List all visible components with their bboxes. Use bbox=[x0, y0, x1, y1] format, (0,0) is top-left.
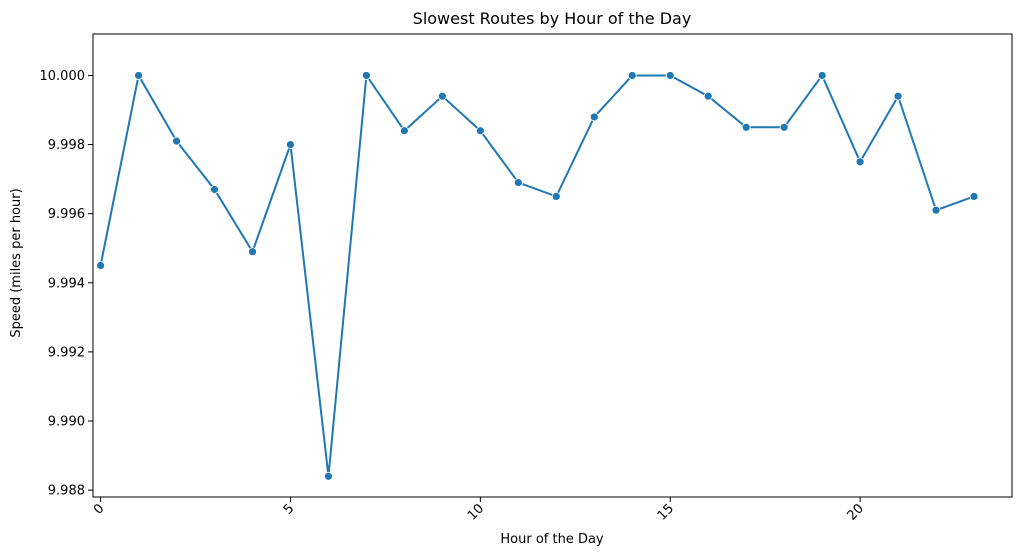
x-tick-label: 15 bbox=[655, 501, 677, 523]
x-tick-label: 5 bbox=[281, 501, 297, 517]
data-point bbox=[134, 71, 143, 80]
data-point bbox=[286, 140, 295, 149]
plot-area: 9.988 9.990 9.992 9.994 9.996 9.998 10.000 0 5 10… bbox=[40, 33, 1013, 524]
data-point bbox=[703, 91, 713, 101]
plot-frame bbox=[92, 33, 1013, 498]
data-point bbox=[589, 112, 599, 122]
data-point bbox=[399, 126, 409, 136]
y-tick-label: 9.998 bbox=[48, 138, 85, 153]
data-point bbox=[665, 71, 675, 80]
data-point bbox=[362, 71, 371, 80]
data-point bbox=[324, 471, 333, 481]
y-tick-label: 9.988 bbox=[48, 484, 85, 499]
data-point bbox=[817, 71, 827, 80]
data-point bbox=[931, 205, 941, 215]
x-axis-label: Hour of the Day bbox=[500, 532, 604, 547]
data-point bbox=[172, 136, 181, 146]
y-tick-label: 9.994 bbox=[48, 276, 85, 291]
data-point bbox=[475, 126, 485, 136]
y-axis-label: Speed (miles per hour) bbox=[9, 188, 24, 337]
chart-title: Slowest Routes by Hour of the Day bbox=[413, 9, 692, 28]
x-tick-label: 10 bbox=[465, 501, 487, 523]
data-point bbox=[551, 191, 561, 201]
x-tick-label: 20 bbox=[845, 501, 867, 523]
data-point bbox=[513, 178, 523, 187]
data-point bbox=[893, 91, 903, 101]
y-tick-label: 9.990 bbox=[48, 414, 85, 429]
y-tick-label: 9.996 bbox=[48, 207, 85, 222]
series-line bbox=[99, 72, 975, 477]
data-point bbox=[779, 122, 789, 132]
data-point bbox=[741, 122, 751, 132]
data-point bbox=[210, 185, 219, 194]
data-point bbox=[627, 71, 637, 80]
x-tick-label: 0 bbox=[91, 501, 107, 517]
data-point bbox=[855, 157, 865, 167]
y-tick-label: 10.000 bbox=[40, 69, 86, 84]
data-point bbox=[969, 191, 979, 201]
data-point bbox=[437, 91, 447, 101]
y-tick-label: 9.992 bbox=[48, 345, 85, 360]
data-point bbox=[248, 247, 257, 257]
data-point bbox=[96, 261, 105, 270]
